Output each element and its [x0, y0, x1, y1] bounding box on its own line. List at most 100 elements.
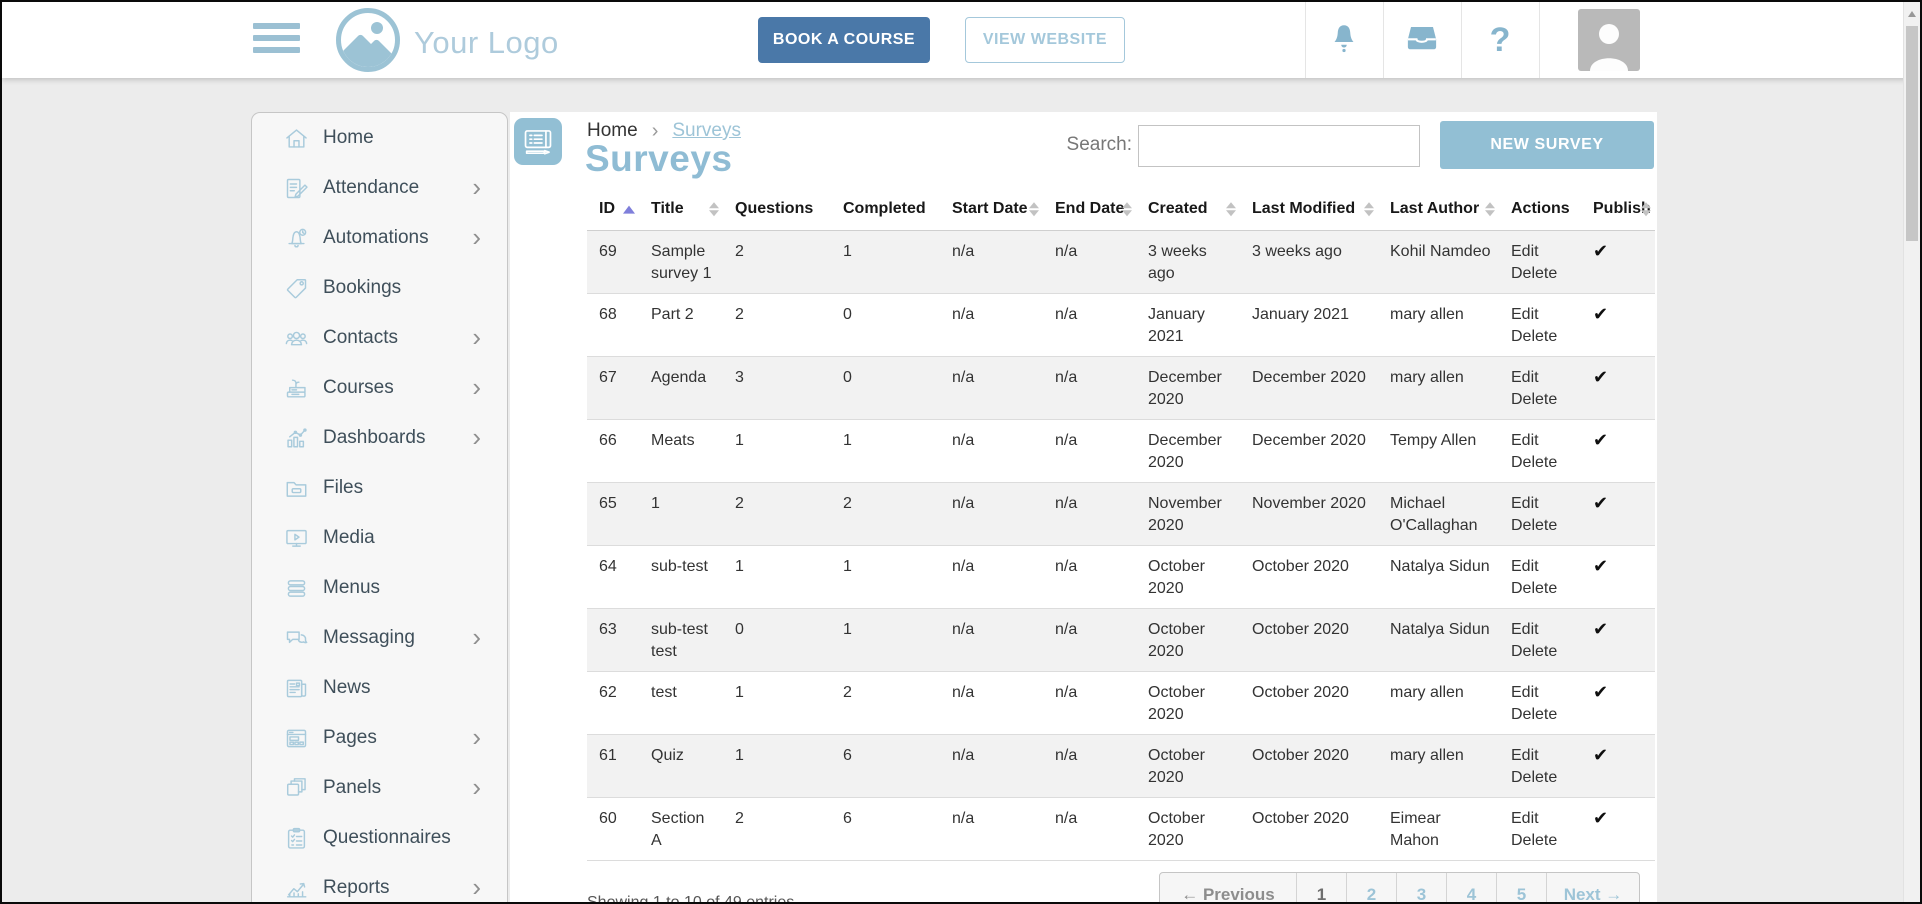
cell-questions: 1: [723, 734, 831, 798]
cell-title: sub-test test: [639, 608, 723, 672]
edit-link[interactable]: Edit: [1511, 621, 1539, 638]
scroll-up-arrow-icon[interactable]: [1904, 6, 1920, 22]
sidebar-item-dashboards[interactable]: Dashboards ›: [252, 413, 507, 463]
cell-publish: ✔: [1581, 734, 1655, 798]
sidebar-item-courses[interactable]: Courses ›: [252, 363, 507, 413]
cell-end-date: n/a: [1043, 482, 1136, 546]
delete-link[interactable]: Delete: [1511, 769, 1558, 786]
hamburger-menu-icon[interactable]: [253, 23, 300, 59]
sidebar-item-label: Media: [323, 527, 375, 548]
column-header-title[interactable]: Title: [639, 190, 723, 231]
sidebar-item-contacts[interactable]: Contacts ›: [252, 313, 507, 363]
cell-created: October 2020: [1136, 734, 1240, 798]
edit-link[interactable]: Edit: [1511, 369, 1539, 386]
sidebar-item-media[interactable]: Media: [252, 513, 507, 563]
sidebar-item-files[interactable]: Files: [252, 463, 507, 513]
cell-title: Agenda: [639, 356, 723, 420]
pagination-page-4[interactable]: 4: [1447, 873, 1497, 902]
edit-link[interactable]: Edit: [1511, 306, 1539, 323]
cell-start-date: n/a: [940, 482, 1043, 546]
notifications-button[interactable]: [1305, 2, 1383, 78]
delete-link[interactable]: Delete: [1511, 517, 1558, 534]
edit-link[interactable]: Edit: [1511, 747, 1539, 764]
published-check-icon: ✔: [1593, 241, 1609, 262]
surveys-table: ID Title Questions Completed Start Date End D…: [587, 190, 1655, 861]
cell-title: test: [651, 684, 677, 701]
cell-last-modified: October 2020: [1252, 810, 1349, 827]
column-header-last-author[interactable]: Last Author: [1378, 190, 1499, 231]
delete-link[interactable]: Delete: [1511, 328, 1558, 345]
table-body: 69 Sample survey 1 2 1 n/a n/a 3 weeks ago 3 we…: [587, 230, 1655, 861]
cell-end-date: n/a: [1055, 306, 1078, 323]
scrollbar-thumb[interactable]: [1906, 26, 1918, 241]
cell-actions: Edit Delete: [1499, 546, 1581, 609]
cell-title: sub-test: [651, 558, 708, 575]
inbox-button[interactable]: [1383, 2, 1461, 78]
pagination-previous-button[interactable]: ← Previous: [1160, 873, 1297, 902]
delete-link[interactable]: Delete: [1511, 706, 1558, 723]
sidebar-item-label: Pages: [323, 727, 377, 748]
edit-link[interactable]: Edit: [1511, 432, 1539, 449]
column-header-publish[interactable]: Publish: [1581, 190, 1655, 231]
column-header-end-date[interactable]: End Date: [1043, 190, 1136, 231]
column-header-id[interactable]: ID: [587, 190, 639, 231]
edit-link[interactable]: Edit: [1511, 684, 1539, 701]
table-row: 63 sub-test test 0 1 n/a n/a October 2020 Octob…: [587, 608, 1655, 672]
cell-completed: 0: [831, 356, 940, 420]
breadcrumb-surveys[interactable]: Surveys: [672, 120, 741, 141]
sidebar-item-messaging[interactable]: Messaging ›: [252, 613, 507, 663]
edit-link[interactable]: Edit: [1511, 558, 1539, 575]
pagination-page-5[interactable]: 5: [1497, 873, 1547, 902]
sidebar-item-menus[interactable]: Menus: [252, 563, 507, 613]
cell-last-modified: December 2020: [1240, 356, 1378, 420]
breadcrumb-home[interactable]: Home: [587, 120, 638, 141]
sidebar-item-news[interactable]: News: [252, 663, 507, 713]
edit-link[interactable]: Edit: [1511, 243, 1539, 260]
cell-actions: Edit Delete: [1499, 734, 1581, 798]
avatar[interactable]: [1578, 9, 1640, 71]
delete-link[interactable]: Delete: [1511, 580, 1558, 597]
pagination-page-2[interactable]: 2: [1347, 873, 1397, 902]
cell-last-modified: October 2020: [1240, 734, 1378, 798]
sidebar-item-attendance[interactable]: Attendance ›: [252, 163, 507, 213]
sidebar-item-automations[interactable]: Automations ›: [252, 213, 507, 263]
sidebar-item-panels[interactable]: Panels ›: [252, 763, 507, 813]
cell-title: Meats: [651, 432, 695, 449]
new-survey-button[interactable]: NEW SURVEY: [1440, 121, 1654, 169]
reports-icon: [283, 875, 310, 902]
table-row: 69 Sample survey 1 2 1 n/a n/a 3 weeks ago 3 we…: [587, 230, 1655, 294]
sidebar-item-label: Attendance: [323, 177, 420, 198]
pagination-page-1[interactable]: 1: [1297, 873, 1347, 902]
chevron-right-icon: ›: [472, 371, 481, 402]
column-header-last-modified[interactable]: Last Modified: [1240, 190, 1378, 231]
cell-questions: 2: [735, 810, 744, 827]
cell-created: October 2020: [1148, 810, 1205, 849]
edit-link[interactable]: Edit: [1511, 810, 1539, 827]
help-button[interactable]: ?: [1461, 2, 1539, 78]
column-header-start-date[interactable]: Start Date: [940, 190, 1043, 231]
delete-link[interactable]: Delete: [1511, 391, 1558, 408]
published-check-icon: ✔: [1593, 745, 1609, 766]
sidebar-item-home[interactable]: Home: [252, 113, 507, 163]
sidebar-item-pages[interactable]: Pages ›: [252, 713, 507, 763]
cell-start-date: n/a: [940, 734, 1043, 798]
search-input[interactable]: [1138, 125, 1420, 167]
book-a-course-button[interactable]: BOOK A COURSE: [758, 17, 930, 63]
pagination-next-button[interactable]: Next →: [1563, 885, 1623, 904]
sidebar-item-bookings[interactable]: Bookings: [252, 263, 507, 313]
edit-link[interactable]: Edit: [1511, 495, 1539, 512]
logo[interactable]: Your Logo: [335, 7, 559, 78]
delete-link[interactable]: Delete: [1511, 454, 1558, 471]
delete-link[interactable]: Delete: [1511, 265, 1558, 282]
view-website-button[interactable]: VIEW WEBSITE: [965, 17, 1125, 63]
cell-questions: 0: [723, 608, 831, 672]
sidebar-item-reports[interactable]: Reports ›: [252, 863, 507, 902]
sidebar-item-questionnaires[interactable]: Questionnaires: [252, 813, 507, 863]
delete-link[interactable]: Delete: [1511, 832, 1558, 849]
delete-link[interactable]: Delete: [1511, 643, 1558, 660]
column-header-created[interactable]: Created: [1136, 190, 1240, 231]
column-label: Start Date: [952, 200, 1028, 217]
pagination-page-3[interactable]: 3: [1397, 873, 1447, 902]
sidebar-item-label: News: [323, 677, 371, 698]
scrollbar[interactable]: [1903, 2, 1920, 902]
